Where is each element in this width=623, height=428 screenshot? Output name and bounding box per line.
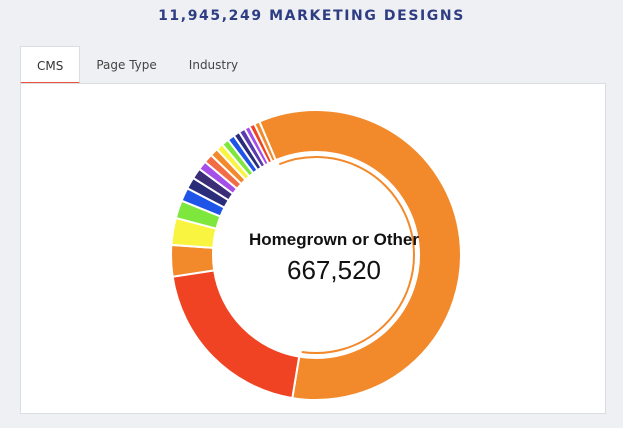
tab-page-type[interactable]: Page Type (96, 58, 157, 72)
tab-industry[interactable]: Industry (188, 58, 239, 72)
center-label: Homegrown or Other (248, 230, 419, 249)
center-value: 667,520 (287, 255, 381, 285)
page-title: 11,945,249 MARKETING DESIGNS (158, 8, 465, 24)
tab-bar: CMS Page Type Industry (20, 46, 254, 84)
donut-slice-1[interactable] (171, 269, 301, 400)
donut-chart (170, 109, 462, 401)
tab-cms[interactable]: CMS (20, 46, 81, 84)
donut-slice-18[interactable] (253, 120, 278, 164)
chart-panel: Homegrown or Other 667,520 (20, 83, 606, 414)
donut-slice-0[interactable] (258, 109, 462, 401)
selected-slice-highlight-ring (278, 156, 415, 354)
